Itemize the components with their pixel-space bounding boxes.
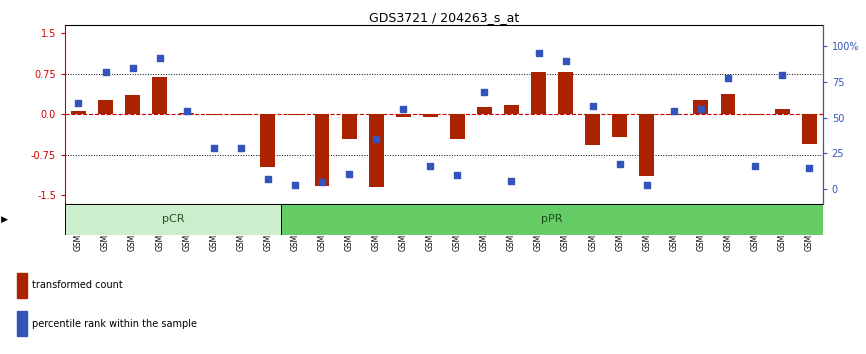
Bar [396, 114, 410, 118]
Point [477, 89, 491, 95]
Bar [369, 114, 384, 187]
Point [342, 171, 356, 176]
Bar [747, 114, 762, 115]
Bar [450, 114, 465, 139]
Bar [206, 114, 221, 115]
Bar [639, 114, 654, 176]
Point [234, 145, 248, 150]
Point [99, 69, 113, 75]
Point [775, 72, 789, 78]
Point [207, 145, 221, 150]
Text: pCR: pCR [162, 215, 184, 224]
Point [126, 65, 139, 70]
Bar [288, 114, 302, 115]
Point [315, 179, 329, 185]
Point [152, 55, 166, 61]
Bar [721, 94, 735, 114]
Point [559, 58, 572, 63]
Bar [504, 105, 519, 114]
Bar [477, 107, 492, 114]
Bar [234, 114, 249, 115]
Point [721, 75, 735, 80]
Bar [694, 100, 708, 114]
Bar [71, 112, 86, 114]
Bar [314, 114, 329, 185]
Point [694, 106, 708, 112]
Bar [281, 204, 823, 235]
Point [369, 136, 383, 142]
Bar [423, 114, 437, 117]
Point [288, 182, 302, 188]
Bar [179, 113, 194, 114]
Bar [559, 72, 573, 114]
Bar [531, 72, 546, 114]
Point [585, 103, 599, 109]
Text: disease state ▶: disease state ▶ [0, 215, 8, 224]
Bar [802, 114, 817, 144]
Point [640, 182, 654, 188]
Title: GDS3721 / 204263_s_at: GDS3721 / 204263_s_at [369, 11, 519, 24]
Text: percentile rank within the sample: percentile rank within the sample [33, 319, 197, 329]
Bar [261, 114, 275, 167]
Point [748, 164, 762, 169]
Bar [775, 109, 790, 114]
Bar [17, 273, 27, 297]
Point [613, 161, 627, 166]
Bar [152, 77, 167, 114]
Text: transformed count: transformed count [33, 280, 123, 290]
Text: pPR: pPR [541, 215, 563, 224]
Bar [126, 95, 140, 114]
Point [802, 165, 816, 171]
Point [72, 101, 86, 106]
Point [667, 108, 681, 113]
Bar [65, 204, 281, 235]
Point [450, 172, 464, 178]
Point [397, 106, 410, 112]
Bar [667, 114, 682, 115]
Bar [342, 114, 357, 138]
Bar [612, 114, 627, 137]
Bar [585, 114, 600, 145]
Point [423, 164, 437, 169]
Point [180, 108, 194, 113]
Point [261, 176, 275, 182]
Point [505, 178, 519, 183]
Point [532, 51, 546, 56]
Bar [17, 312, 27, 336]
Bar [98, 99, 113, 114]
